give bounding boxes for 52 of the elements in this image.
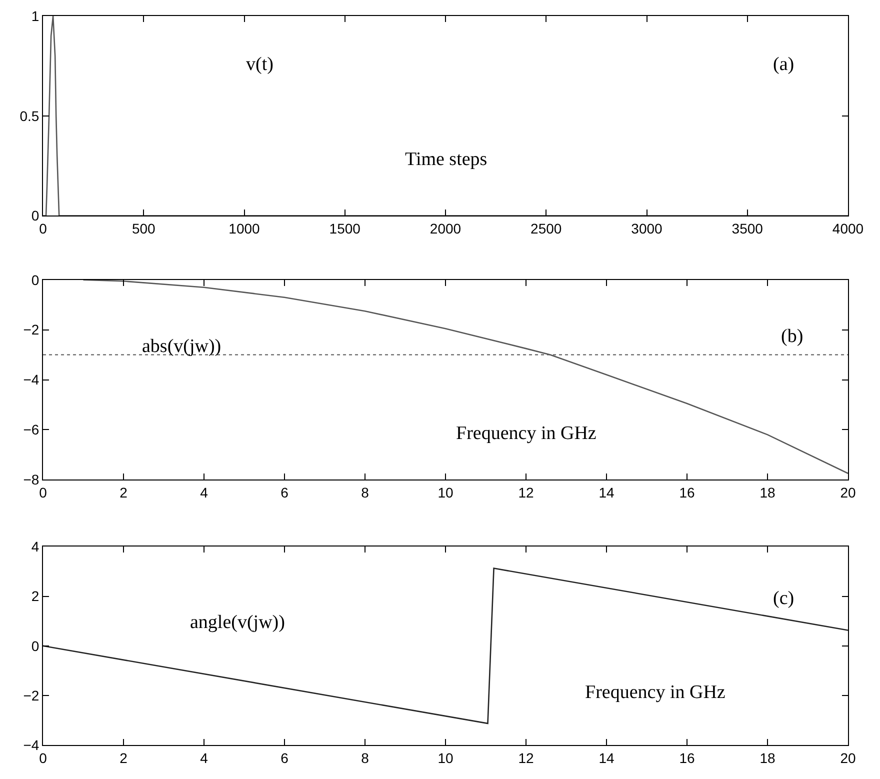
x-tick-label: 1000 <box>228 220 260 237</box>
x-tick-label: 18 <box>760 750 776 766</box>
x-tick-label: 16 <box>679 484 695 500</box>
x-tick-label: 2500 <box>530 220 562 237</box>
x-tick-label: 2000 <box>430 220 462 237</box>
x-tick-label: 12 <box>518 484 534 500</box>
annotation: Frequency in GHz <box>456 423 596 444</box>
annotation: (c) <box>773 588 794 609</box>
y-tick-label: 0 <box>31 638 40 654</box>
x-tick-label: 20 <box>840 750 856 766</box>
y-tick-label: −8 <box>23 472 40 488</box>
x-tick-label: 1500 <box>329 220 361 237</box>
y-tick-label: −6 <box>23 422 40 438</box>
y-tick-label: 0.5 <box>20 108 40 124</box>
x-tick-label: 500 <box>132 220 156 237</box>
x-tick-label: 18 <box>760 484 776 500</box>
annotation: (a) <box>773 54 794 75</box>
x-tick-label: 14 <box>598 750 614 766</box>
series-label: angle(v(jw)) <box>190 612 285 633</box>
x-tick-label: 4 <box>200 750 208 766</box>
x-tick-label: 4000 <box>832 220 864 237</box>
x-tick-label: 6 <box>280 750 289 766</box>
text: abs(v(jw)) <box>142 336 222 357</box>
annotation: (b) <box>781 326 804 347</box>
text: v(t) <box>246 54 274 75</box>
x-tick-label: 4 <box>200 484 208 500</box>
y-tick-label: 0 <box>31 272 40 288</box>
x-tick-label: 10 <box>438 750 454 766</box>
line-series <box>43 568 848 724</box>
x-tick-label: 16 <box>679 750 695 766</box>
y-tick-label: 0 <box>31 208 40 224</box>
x-tick-label: 2 <box>120 750 128 766</box>
x-tick-label: 8 <box>361 484 370 500</box>
x-tick-label: 2 <box>120 484 128 500</box>
x-tick-label: 20 <box>840 484 856 500</box>
line-series <box>43 16 848 216</box>
annotation: Frequency in GHz <box>585 682 726 703</box>
x-tick-label: 6 <box>280 484 289 500</box>
x-tick-label: 3500 <box>732 220 764 237</box>
x-tick-label: 10 <box>438 484 454 500</box>
y-tick-label: 2 <box>31 588 40 604</box>
x-tick-label: 14 <box>598 484 614 500</box>
annotation: Time steps <box>405 149 488 170</box>
y-tick-label: −4 <box>23 736 40 753</box>
y-tick-label: −2 <box>23 687 40 704</box>
y-tick-label: −2 <box>23 322 40 338</box>
x-tick-label: 3000 <box>631 220 663 237</box>
y-tick-label: −4 <box>23 372 40 388</box>
x-tick-label: 8 <box>361 750 370 766</box>
y-tick-label: 4 <box>31 538 40 555</box>
x-tick-label: 12 <box>518 750 534 766</box>
y-tick-label: 1 <box>31 8 40 24</box>
